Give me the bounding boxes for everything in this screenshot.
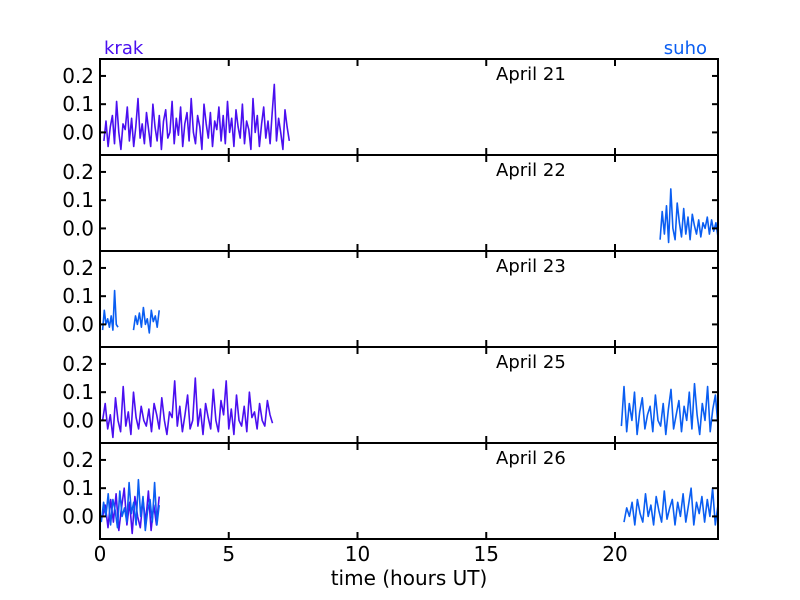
panel-5: 0.0 0.1 0.2 April 26 bbox=[62, 442, 719, 540]
y-tick-label: 0.0 bbox=[62, 312, 94, 336]
panel-date-label: April 21 bbox=[496, 64, 566, 85]
series-line-suho bbox=[623, 487, 718, 526]
y-tick-label: 0.1 bbox=[62, 188, 94, 212]
series-line-suho bbox=[659, 188, 718, 244]
series-line-suho bbox=[101, 289, 119, 331]
y-tick-label: 0.1 bbox=[62, 92, 94, 116]
y-tick-label: 0.2 bbox=[62, 160, 94, 184]
panel-lines bbox=[659, 188, 718, 244]
x-tick-label: 15 bbox=[474, 542, 499, 566]
x-tick-label: 5 bbox=[222, 542, 235, 566]
y-tick-label: 0.1 bbox=[62, 284, 94, 308]
panel-lines bbox=[101, 289, 160, 334]
x-tick-label: 20 bbox=[602, 542, 627, 566]
panel-1: 0.0 0.1 0.2 April 21 bbox=[62, 58, 719, 156]
y-tick-label: 0.2 bbox=[62, 448, 94, 472]
panel-2: 0.0 0.1 0.2 April 22 bbox=[62, 154, 719, 252]
series-line-suho bbox=[620, 382, 718, 436]
y-tick-label: 0.2 bbox=[62, 256, 94, 280]
x-axis-label: time (hours UT) bbox=[331, 566, 488, 590]
panel-frame bbox=[99, 442, 719, 540]
series-line-krak bbox=[101, 377, 274, 439]
panel-lines bbox=[100, 478, 718, 535]
y-tick-label: 0.2 bbox=[62, 64, 94, 88]
x-tick-label: 0 bbox=[94, 542, 107, 566]
legend-label-suho: suho bbox=[664, 38, 707, 59]
y-tick-label: 0.1 bbox=[62, 476, 94, 500]
y-tick-label: 0.0 bbox=[62, 504, 94, 528]
series-line-suho bbox=[100, 478, 160, 532]
panel-frame bbox=[99, 58, 719, 156]
y-tick-label: 0.1 bbox=[62, 380, 94, 404]
legend-label-krak: krak bbox=[104, 38, 144, 59]
y-tick-label: 0.0 bbox=[62, 408, 94, 432]
y-tick-label: 0.0 bbox=[62, 120, 94, 144]
y-tick-label: 0.0 bbox=[62, 216, 94, 240]
y-tick-label: 0.2 bbox=[62, 352, 94, 376]
panel-4: 0.0 0.1 0.2 April 25 bbox=[62, 346, 719, 444]
panel-date-label: April 23 bbox=[496, 256, 566, 277]
x-tick-label: 10 bbox=[345, 542, 370, 566]
series-line-suho bbox=[132, 306, 160, 334]
panel-lines bbox=[103, 83, 291, 151]
panel-lines bbox=[101, 377, 718, 439]
panel-frame bbox=[99, 250, 719, 348]
series-line-krak bbox=[103, 83, 291, 151]
panel-date-label: April 26 bbox=[496, 448, 566, 469]
panel-date-label: April 22 bbox=[496, 160, 566, 181]
panel-date-label: April 25 bbox=[496, 352, 566, 373]
panel-frame bbox=[99, 154, 719, 252]
panel-3: 0.0 0.1 0.2 April 23 bbox=[62, 250, 719, 348]
